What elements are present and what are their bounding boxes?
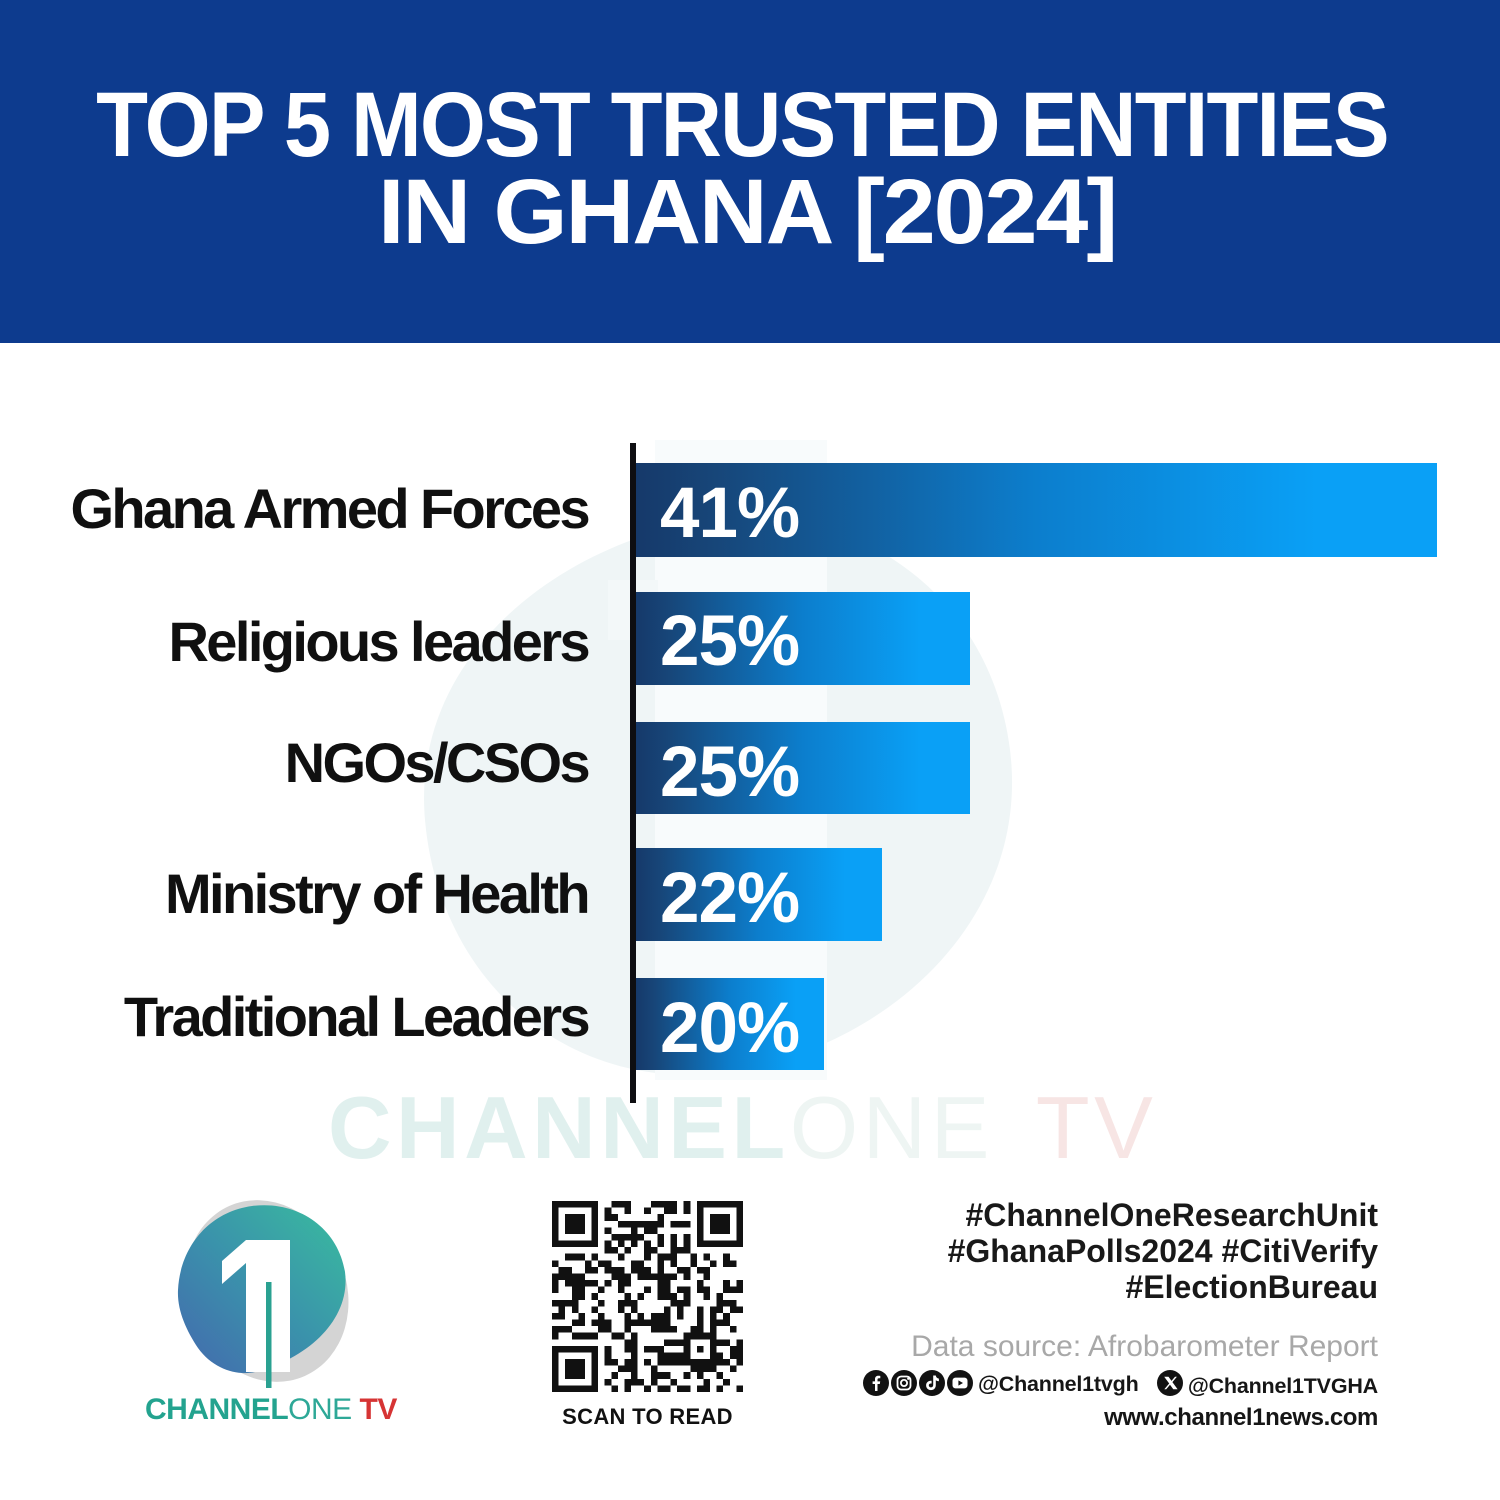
svg-text:@Channel1tvgh: @Channel1tvgh (978, 1372, 1139, 1396)
